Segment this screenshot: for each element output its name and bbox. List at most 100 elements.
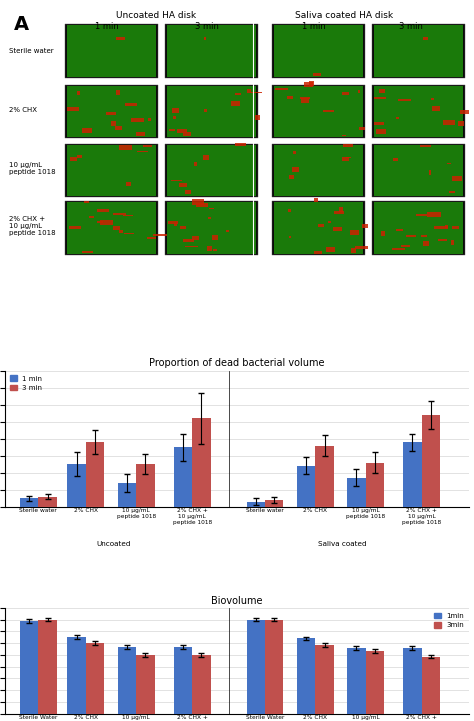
Bar: [235, 92, 241, 95]
Bar: [434, 226, 448, 229]
Bar: [328, 221, 331, 224]
Bar: [116, 37, 125, 40]
Bar: [416, 214, 427, 216]
Bar: [396, 117, 399, 120]
Bar: [183, 239, 194, 242]
Bar: [406, 235, 417, 236]
Bar: [449, 190, 455, 193]
Bar: [301, 98, 309, 102]
Bar: [118, 483, 136, 507]
Bar: [192, 200, 204, 205]
Text: 3 min: 3 min: [399, 22, 423, 31]
Bar: [289, 236, 292, 238]
Bar: [97, 209, 109, 212]
Bar: [374, 25, 463, 77]
Bar: [100, 220, 113, 224]
Bar: [315, 645, 334, 714]
Bar: [231, 101, 240, 106]
Bar: [177, 129, 187, 133]
Bar: [251, 92, 262, 94]
Bar: [297, 638, 315, 714]
Bar: [431, 97, 434, 100]
Bar: [438, 239, 447, 242]
Bar: [20, 498, 38, 507]
Bar: [432, 106, 440, 111]
Bar: [246, 619, 265, 714]
Bar: [453, 176, 462, 181]
Bar: [67, 637, 86, 714]
Bar: [343, 144, 353, 147]
Bar: [119, 230, 123, 233]
Bar: [106, 112, 116, 115]
Bar: [423, 241, 429, 246]
Bar: [342, 135, 346, 136]
Bar: [167, 221, 178, 224]
Text: Saliva coated: Saliva coated: [318, 541, 366, 547]
Bar: [326, 247, 335, 252]
Bar: [451, 239, 454, 244]
Bar: [212, 235, 219, 240]
Bar: [165, 143, 258, 198]
Bar: [300, 97, 310, 99]
Bar: [67, 25, 156, 77]
Bar: [67, 86, 156, 138]
Bar: [289, 175, 294, 179]
Bar: [272, 84, 365, 138]
Bar: [273, 86, 363, 138]
Bar: [265, 500, 283, 507]
Title: Biovolume: Biovolume: [211, 596, 263, 606]
Text: 10 μg/mL
peptide 1018: 10 μg/mL peptide 1018: [9, 162, 56, 175]
Bar: [192, 418, 211, 507]
Bar: [333, 227, 342, 231]
Bar: [125, 103, 137, 106]
Bar: [401, 245, 410, 247]
Bar: [185, 190, 191, 194]
Bar: [204, 37, 206, 40]
Text: Uncoated: Uncoated: [96, 541, 130, 547]
Bar: [38, 619, 57, 714]
Bar: [403, 442, 422, 507]
Bar: [196, 203, 208, 207]
Bar: [303, 81, 313, 87]
Text: A: A: [14, 15, 29, 34]
Bar: [366, 463, 384, 507]
Bar: [372, 84, 465, 138]
Bar: [347, 478, 366, 507]
Bar: [372, 25, 465, 78]
Bar: [125, 233, 135, 234]
Text: 1 min: 1 min: [95, 22, 119, 31]
Bar: [374, 86, 463, 138]
Bar: [314, 251, 322, 254]
Bar: [351, 249, 356, 253]
Bar: [374, 203, 463, 255]
Bar: [452, 226, 459, 229]
Bar: [136, 132, 146, 136]
Bar: [144, 146, 152, 147]
Bar: [359, 127, 365, 131]
Text: 2% CHX: 2% CHX: [9, 107, 37, 112]
Bar: [366, 651, 384, 714]
Bar: [20, 621, 38, 714]
Bar: [287, 96, 293, 99]
Bar: [372, 201, 465, 255]
Bar: [165, 84, 258, 138]
Bar: [288, 209, 291, 212]
Bar: [420, 236, 427, 237]
Bar: [393, 158, 398, 161]
Bar: [272, 25, 365, 78]
Bar: [167, 145, 256, 196]
Bar: [169, 129, 175, 131]
Bar: [403, 648, 422, 714]
Bar: [86, 442, 104, 507]
Bar: [235, 143, 246, 146]
Bar: [392, 249, 405, 250]
Bar: [427, 212, 441, 217]
Bar: [67, 145, 156, 196]
Bar: [458, 121, 464, 126]
Legend: 1min, 3min: 1min, 3min: [433, 611, 466, 629]
Bar: [119, 146, 132, 150]
Bar: [118, 647, 136, 714]
Bar: [167, 203, 256, 255]
Bar: [137, 151, 148, 152]
Bar: [126, 182, 131, 187]
